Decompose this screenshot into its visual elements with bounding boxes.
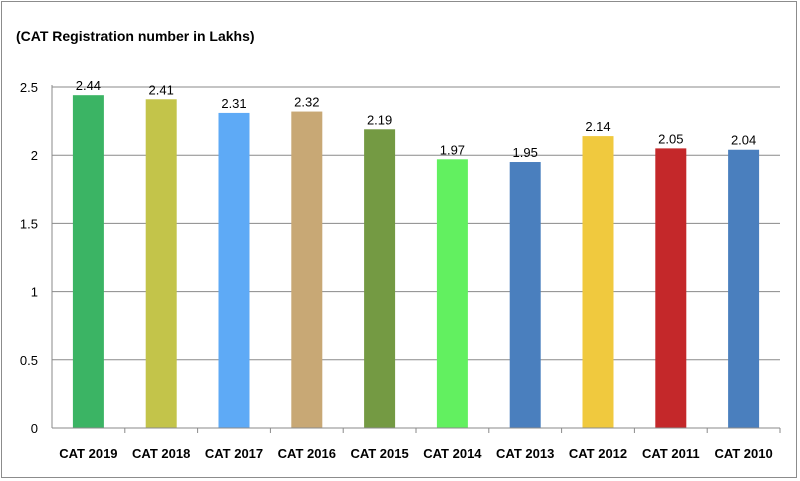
y-tick-label: 1.5 bbox=[20, 216, 38, 231]
y-tick-label: 0.5 bbox=[20, 353, 38, 368]
data-label: 1.95 bbox=[513, 145, 538, 160]
bar bbox=[72, 95, 104, 429]
y-tick-label: 1 bbox=[31, 285, 38, 300]
y-tick-label: 2 bbox=[31, 148, 38, 163]
data-label: 2.05 bbox=[658, 131, 683, 146]
data-label: 2.41 bbox=[149, 82, 174, 97]
x-tick-label: CAT 2012 bbox=[569, 446, 627, 461]
bar bbox=[509, 162, 541, 428]
x-tick-label: CAT 2018 bbox=[132, 446, 190, 461]
x-tick-label: CAT 2013 bbox=[496, 446, 554, 461]
data-label: 2.04 bbox=[731, 133, 756, 148]
y-tick-label: 2.5 bbox=[20, 80, 38, 95]
x-tick-label: CAT 2019 bbox=[59, 446, 117, 461]
x-tick-label: CAT 2015 bbox=[350, 446, 408, 461]
bar bbox=[582, 136, 614, 428]
x-tick-label: CAT 2016 bbox=[278, 446, 336, 461]
axes bbox=[51, 85, 781, 433]
chart-title: (CAT Registration number in Lakhs) bbox=[16, 28, 255, 44]
bar bbox=[145, 99, 177, 428]
data-label: 2.32 bbox=[294, 95, 319, 110]
bars bbox=[72, 95, 760, 429]
data-label: 2.44 bbox=[76, 78, 101, 93]
x-tick-label: CAT 2011 bbox=[642, 446, 700, 461]
y-tick-label: 0 bbox=[31, 421, 38, 436]
bar bbox=[291, 111, 323, 428]
data-label: 1.97 bbox=[440, 142, 465, 157]
bar bbox=[655, 148, 687, 428]
bar bbox=[436, 159, 468, 429]
labels: 0 0.5 1 1.5 2 2.5 2.44 CAT 2019 2.41 CAT 2018 2.31… bbox=[20, 78, 773, 461]
data-label: 2.14 bbox=[585, 119, 610, 134]
bar bbox=[364, 129, 396, 428]
x-tick-label: CAT 2014 bbox=[423, 446, 482, 461]
data-label: 2.19 bbox=[367, 112, 392, 127]
data-label: 2.31 bbox=[221, 96, 246, 111]
x-tick-label: CAT 2017 bbox=[205, 446, 263, 461]
bar bbox=[728, 149, 760, 428]
bar bbox=[218, 112, 250, 428]
x-tick-label: CAT 2010 bbox=[714, 446, 772, 461]
